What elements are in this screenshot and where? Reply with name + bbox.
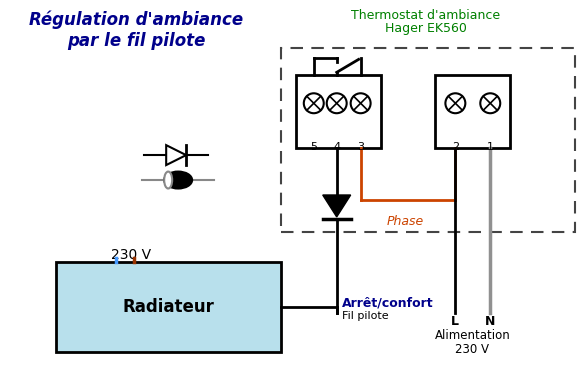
Text: Fil pilote: Fil pilote [342, 311, 389, 321]
Polygon shape [166, 145, 186, 165]
Text: 230 V: 230 V [111, 248, 151, 262]
Text: 5: 5 [310, 142, 317, 152]
Polygon shape [323, 195, 350, 217]
Circle shape [481, 93, 500, 113]
Circle shape [304, 93, 323, 113]
Text: Alimentation: Alimentation [434, 328, 510, 342]
Text: Radiateur: Radiateur [122, 298, 214, 316]
Ellipse shape [164, 171, 172, 188]
Text: Thermostat d'ambiance: Thermostat d'ambiance [351, 8, 500, 22]
Text: 230 V: 230 V [455, 343, 489, 356]
Text: 2: 2 [452, 142, 459, 152]
Bar [296, 75, 380, 148]
Circle shape [350, 93, 370, 113]
Text: Phase: Phase [387, 215, 424, 228]
Text: par le fil pilote: par le fil pilote [67, 32, 206, 51]
Text: Arrêt/confort: Arrêt/confort [342, 297, 433, 310]
Text: Hager EK560: Hager EK560 [384, 22, 466, 36]
Text: 4: 4 [333, 142, 340, 152]
Text: 3: 3 [357, 142, 364, 152]
Circle shape [327, 93, 347, 113]
Bar [56, 262, 281, 352]
Text: Régulation d'ambiance: Régulation d'ambiance [29, 10, 243, 29]
Text: L: L [451, 315, 459, 328]
Ellipse shape [164, 171, 192, 188]
Bar [281, 48, 575, 232]
Text: 1: 1 [487, 142, 494, 152]
Circle shape [445, 93, 465, 113]
Text: N: N [485, 315, 495, 328]
Bar [435, 75, 510, 148]
